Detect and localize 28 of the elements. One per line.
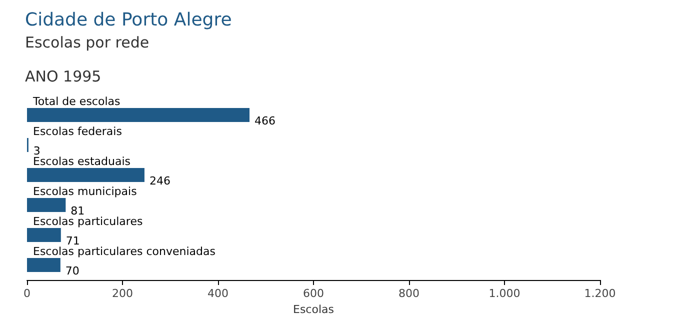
bar [27, 228, 61, 242]
chart-subtitle: Escolas por rede [25, 34, 150, 52]
data-label: 70 [65, 264, 80, 278]
x-tick-label: 0 [24, 287, 30, 300]
bar [27, 108, 250, 122]
y-tick-label: Escolas particulares [33, 215, 143, 228]
x-tick-label: 1.000 [488, 287, 520, 300]
data-label: 71 [66, 234, 80, 248]
x-tick-label: 200 [112, 287, 133, 300]
x-tick-label: 400 [208, 287, 228, 300]
data-label: 81 [70, 204, 85, 218]
bar [27, 258, 60, 272]
bar [27, 168, 144, 182]
x-tick-label: 1.200 [584, 287, 616, 300]
chart-title: Cidade de Porto Alegre [25, 10, 232, 30]
text: ANO 1995 [25, 68, 102, 86]
y-tick-label: Escolas municipais [33, 185, 138, 198]
x-axis-title: Escolas [293, 302, 334, 316]
y-tick-label: Escolas estaduais [33, 155, 131, 168]
x-tick-label: 600 [303, 287, 324, 300]
data-label: 466 [254, 114, 276, 128]
bar [27, 198, 66, 212]
x-tick-label: 800 [398, 287, 420, 300]
data-label: 246 [149, 174, 170, 188]
data-label: 3 [33, 144, 40, 158]
y-tick-label: Escolas federais [33, 125, 122, 138]
y-tick-label: Escolas particulares conveniadas [33, 245, 216, 258]
y-tick-label: Total de escolas [32, 95, 121, 108]
